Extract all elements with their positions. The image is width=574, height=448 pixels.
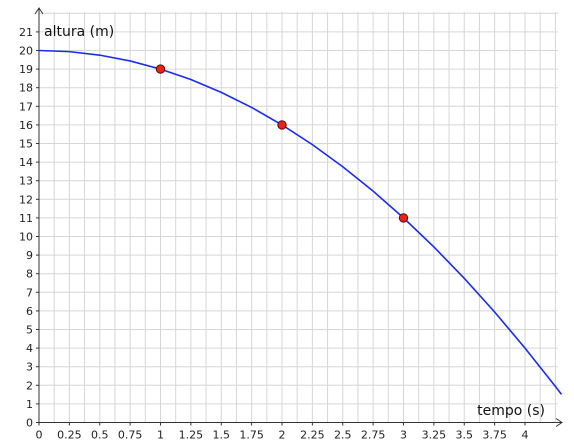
y-tick-label: 17	[19, 100, 33, 113]
y-tick-label: 14	[19, 156, 33, 169]
y-tick-label: 20	[19, 45, 33, 58]
y-tick-label: 7	[26, 286, 33, 299]
y-tick-label: 15	[19, 138, 33, 151]
data-point	[155, 64, 166, 74]
grid	[39, 12, 558, 423]
y-tick-label: 21	[19, 26, 33, 39]
tick-labels: 0 0.25 0.5 0.75 1 1.25 1.5 1.75 2 2.25 2.5 2.75 3 3.2…	[19, 26, 529, 442]
y-tick-label: 4	[26, 342, 33, 355]
axes	[34, 7, 563, 427]
y-tick-label: 0	[26, 417, 33, 430]
x-tick-label: 0.25	[57, 429, 82, 442]
y-tick-label: 9	[26, 249, 33, 262]
x-tick-label: 3.75	[482, 429, 507, 442]
x-tick-label: 3.5	[456, 429, 474, 442]
y-tick-label: 13	[19, 175, 33, 188]
x-tick-label: 4	[522, 429, 529, 442]
x-axis-title: tempo (s)	[477, 403, 545, 419]
x-tick-label: 1.5	[213, 429, 231, 442]
y-tick-label: 10	[19, 231, 33, 244]
x-tick-label: 0.5	[91, 429, 109, 442]
x-tick-label: 3.25	[422, 429, 447, 442]
y-tick-label: 18	[19, 82, 33, 95]
y-tick-label: 3	[26, 361, 33, 374]
series-group	[38, 49, 563, 395]
x-tick-label: 1.25	[179, 429, 204, 442]
x-tick-label: 2.25	[300, 429, 325, 442]
y-tick-label: 6	[26, 305, 33, 318]
y-tick-label: 8	[26, 268, 33, 281]
y-tick-label: 16	[19, 119, 33, 132]
x-tick-label: 2.75	[361, 429, 386, 442]
y-tick-label: 5	[26, 324, 33, 337]
x-tick-label: 2	[279, 429, 286, 442]
data-point	[277, 120, 287, 130]
x-tick-label: 0	[36, 429, 43, 442]
data-point	[398, 213, 409, 223]
y-tick-label: 2	[26, 379, 33, 392]
x-tick-label: 3	[400, 429, 407, 442]
x-tick-label: 1	[157, 429, 164, 442]
y-tick-label: 12	[19, 193, 33, 206]
x-tick-label: 2.5	[334, 429, 352, 442]
y-tick-label: 11	[19, 212, 33, 225]
x-axis-arrow	[555, 418, 563, 427]
series-line	[38, 49, 563, 395]
y-tick-label: 19	[19, 63, 33, 76]
y-axis-arrow	[34, 7, 44, 15]
points-group	[155, 64, 409, 223]
y-tick-label: 1	[26, 398, 33, 411]
y-axis-title: altura (m)	[44, 24, 114, 40]
x-tick-label: 0.75	[118, 429, 143, 442]
x-tick-label: 1.75	[239, 429, 264, 442]
